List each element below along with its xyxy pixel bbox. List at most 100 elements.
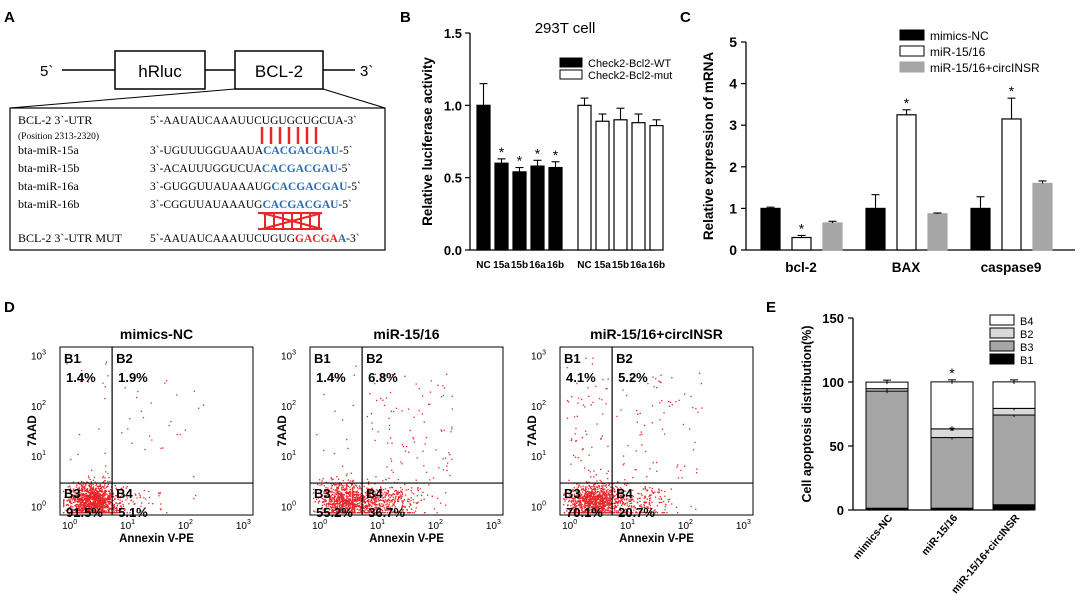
flow-dot <box>344 499 346 501</box>
seq-15b: 3`-ACAUUUGGUCUACACGACGAU-5` <box>150 163 351 175</box>
flow-dot <box>92 506 94 508</box>
flow-dot <box>375 506 377 508</box>
flow-dot <box>615 498 617 500</box>
flow-dot <box>314 511 316 513</box>
flow-dot <box>104 477 106 479</box>
flow-dot <box>595 501 597 503</box>
flow-dot <box>566 510 568 512</box>
flow-dot <box>591 512 593 514</box>
flow-dot <box>638 497 640 499</box>
flow-dot <box>84 502 86 504</box>
flow-y-tick-exp: 1 <box>292 450 296 457</box>
flow-dot <box>401 509 403 511</box>
flow-dot <box>598 491 600 493</box>
flow-dot <box>389 391 392 394</box>
flow-dot <box>340 492 342 494</box>
flow-dot <box>106 498 108 500</box>
b-y-tick-label: 1.0 <box>444 98 462 113</box>
flow-dot <box>578 500 580 502</box>
flow-dot <box>593 506 595 509</box>
flow-dot <box>621 504 623 507</box>
flow-dot <box>330 495 332 497</box>
flow-dot <box>337 495 339 497</box>
flow-dot <box>105 471 107 473</box>
flow-dot <box>381 499 384 502</box>
flow-dot <box>602 487 604 490</box>
flow-dot <box>390 495 393 497</box>
flow-dot <box>388 477 390 479</box>
flow-dot <box>352 507 354 509</box>
flow-dot <box>91 497 93 499</box>
flow-dot <box>102 507 104 509</box>
flow-dot <box>355 496 357 498</box>
flow-dot <box>317 496 319 498</box>
flow-dot <box>105 490 108 492</box>
flow-dot <box>411 512 413 514</box>
flow-dot <box>99 487 101 490</box>
flow-dot <box>104 500 107 503</box>
flow-dot <box>323 498 325 500</box>
flow-dot <box>660 489 663 492</box>
flow-dot <box>630 377 632 379</box>
b-bar-mut <box>649 124 664 251</box>
flow-dot <box>332 376 334 379</box>
flow-dot <box>325 504 327 506</box>
flow-dot <box>388 494 390 496</box>
flow-dot <box>89 492 91 494</box>
flow-dot <box>369 495 371 497</box>
flow-dot <box>392 503 394 505</box>
flow-dot <box>353 503 356 505</box>
flow-dot <box>329 497 331 500</box>
flow-dot <box>332 503 334 505</box>
flow-dot <box>104 502 106 505</box>
flow-dot <box>78 490 81 492</box>
flow-dot <box>401 410 403 412</box>
b-y-tick-label: 0.5 <box>444 171 462 186</box>
flow-dot <box>340 507 342 509</box>
flow-dot <box>408 506 410 508</box>
flow-dot <box>608 484 610 487</box>
flow-dot <box>666 512 668 514</box>
flow-dot <box>380 488 382 490</box>
flow-dot <box>102 505 104 508</box>
flow-dot <box>600 480 603 483</box>
flow-dot <box>88 477 90 479</box>
flow-dot <box>564 512 566 514</box>
flow-dot <box>397 492 399 494</box>
flow-dot <box>617 504 619 506</box>
flow-dot <box>590 502 593 505</box>
flow-dot <box>591 498 593 500</box>
flow-dot <box>600 510 602 513</box>
flow-dot <box>101 496 103 498</box>
flow-dot <box>336 486 338 489</box>
flow-dot <box>647 489 649 491</box>
flow-dot <box>348 502 350 504</box>
flow-dot <box>193 390 195 392</box>
flow-dot <box>345 507 347 509</box>
flow-dot <box>355 500 357 502</box>
flow-dot <box>581 505 583 507</box>
flow-dot <box>332 497 334 499</box>
flow-dot <box>354 506 356 508</box>
flow-dot <box>357 491 360 494</box>
flow-dot <box>333 498 335 501</box>
flow-dot <box>104 498 106 501</box>
flow-dot <box>101 489 103 491</box>
flow-dot <box>81 500 83 502</box>
flow-dot <box>366 506 368 508</box>
flow-dot <box>347 504 349 507</box>
flow-dot <box>77 495 80 497</box>
flow-quadrant-value: 36.7% <box>368 505 405 520</box>
flow-dot <box>444 457 447 459</box>
flow-dot <box>382 488 385 491</box>
flow-dot <box>358 512 360 514</box>
flow-y-tick-exp: 1 <box>542 450 546 457</box>
flow-dot <box>343 485 345 487</box>
b-x-tick-label: 16b <box>547 260 564 271</box>
flow-dot <box>378 491 380 493</box>
flow-dot <box>119 497 122 499</box>
flow-dot <box>93 494 95 496</box>
flow-dot <box>566 367 568 369</box>
flow-dot <box>72 512 75 514</box>
